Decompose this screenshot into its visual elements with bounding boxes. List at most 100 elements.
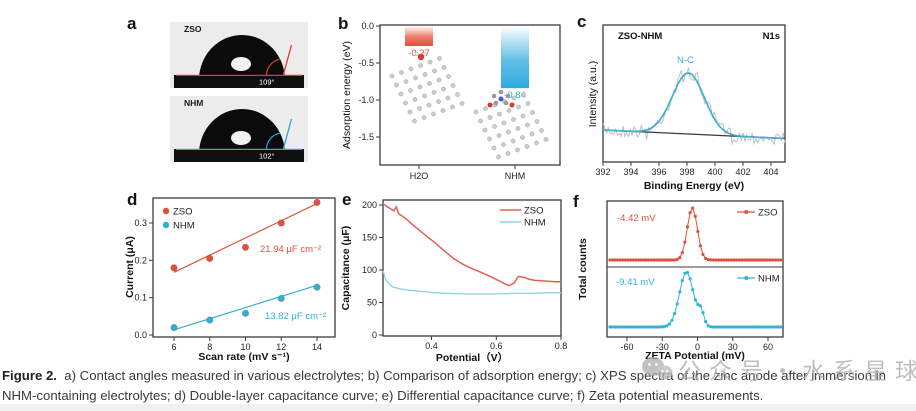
- lattice-atom: [496, 154, 501, 160]
- data-marker: [709, 258, 713, 262]
- y-tick-label: 0: [372, 330, 377, 340]
- panel-f: f -60 -30 0 30 60 ZETA Potential (mV) Total co…: [565, 185, 916, 365]
- data-marker: [760, 258, 765, 262]
- data-point: [241, 243, 250, 251]
- lattice-atom: [483, 106, 488, 111]
- lattice-atom: [482, 127, 488, 133]
- data-marker: [636, 325, 640, 329]
- data-marker: [683, 271, 687, 275]
- lattice-atom: [399, 70, 404, 75]
- lattice-atom: [431, 111, 436, 117]
- n-atom: [498, 96, 504, 102]
- lattice-atom: [450, 104, 455, 110]
- lattice-atom: [525, 122, 530, 128]
- data-marker: [768, 325, 772, 329]
- data-marker: [634, 258, 638, 262]
- lattice-atom: [427, 81, 432, 86]
- data-marker: [631, 325, 635, 329]
- x-tick-label: -60: [620, 342, 633, 352]
- x-tick-label: -30: [656, 342, 669, 352]
- data-marker: [673, 312, 677, 316]
- y-tick-label: 0.1: [134, 293, 147, 303]
- data-marker: [709, 325, 713, 329]
- data-marker: [763, 325, 767, 329]
- y-tick-label: 0.3: [134, 218, 147, 228]
- lattice-atom: [505, 151, 511, 156]
- data-point: [277, 219, 285, 227]
- data-marker: [758, 258, 762, 262]
- tangent-line: [282, 118, 293, 151]
- lattice-atom: [511, 95, 517, 101]
- data-marker: [634, 325, 638, 329]
- legend-label: ZSO: [758, 208, 778, 219]
- o-atom: [509, 102, 515, 108]
- data-marker: [771, 325, 775, 329]
- y-tick-label: -1.0: [358, 95, 374, 105]
- data-marker: [685, 225, 690, 229]
- panel-b: b 0.0 -0.5 -1.0 -1.5 Adsorption energy (eV) -…: [330, 8, 575, 193]
- data-marker: [724, 325, 728, 329]
- legend-label: NHM: [758, 274, 780, 285]
- data-marker: [685, 271, 690, 275]
- data-marker: [667, 322, 671, 326]
- angle-arc: [265, 132, 280, 150]
- lattice-atom: [398, 91, 404, 97]
- x-axis-title: Scan rate (mV s⁻¹): [198, 351, 289, 363]
- data-marker: [704, 320, 708, 324]
- data-point: [313, 283, 321, 291]
- contact-angle-nhm-image: 102° NHM: [170, 96, 308, 162]
- y-axis-title: Total counts: [577, 238, 589, 300]
- lattice-atom: [389, 73, 395, 79]
- data-marker: [698, 304, 702, 308]
- bar-value-label: -0.84: [504, 90, 526, 101]
- data-marker: [771, 258, 775, 262]
- lattice-atom: [432, 68, 437, 74]
- zeta-potential-chart: -60 -30 0 30 60 ZETA Potential (mV) Total coun…: [577, 200, 784, 362]
- data-marker: [719, 325, 723, 329]
- lattice-atom: [412, 118, 417, 124]
- data-marker: [649, 325, 653, 329]
- data-marker: [773, 325, 777, 329]
- c-atom: [503, 100, 509, 106]
- data-marker: [623, 258, 628, 262]
- fit-line: [173, 284, 318, 331]
- legend-label: NHM: [173, 221, 195, 232]
- h-atom: [423, 52, 427, 56]
- data-marker: [636, 258, 640, 262]
- peak-value-annotation: -4.42 mV: [617, 213, 656, 224]
- lattice-atom: [418, 63, 423, 68]
- lattice-atom: [440, 108, 446, 113]
- plot-box: [602, 24, 786, 163]
- orbital-annotation: N1s: [763, 31, 780, 42]
- data-marker: [610, 325, 615, 329]
- droplet-highlight: [231, 131, 251, 145]
- sample-name: ZSO: [184, 24, 202, 34]
- data-marker: [737, 258, 741, 262]
- differential-capacitance-chart: 0.4 0.6 0.8 0 50 100 150 200 Potential（V） Capacit…: [340, 199, 567, 364]
- data-marker: [706, 324, 710, 328]
- data-marker: [701, 252, 705, 257]
- data-marker: [662, 258, 666, 262]
- o-atom: [417, 53, 425, 61]
- data-point: [170, 264, 178, 272]
- data-marker: [735, 325, 739, 329]
- y-tick-label: 50: [367, 298, 377, 308]
- lattice-atom: [534, 119, 540, 124]
- y-tick-label: -0.5: [358, 58, 374, 68]
- data-marker: [729, 325, 734, 329]
- fit-peak-line: [602, 72, 784, 140]
- data-marker: [616, 258, 620, 262]
- lattice-atom: [431, 90, 437, 95]
- lattice-atom: [445, 95, 451, 101]
- data-marker: [652, 258, 656, 262]
- y-tick-label: 0.2: [134, 255, 147, 265]
- lattice-atom: [539, 128, 544, 133]
- data-marker: [631, 258, 635, 262]
- data-marker: [644, 325, 648, 329]
- double-layer-capacitance-chart: 6 8 10 12 14 0.0 0.1 0.2 0.3 Scan rate (mV s⁻¹) Cu…: [124, 197, 336, 363]
- lattice-atom: [543, 137, 549, 142]
- data-marker: [735, 258, 739, 262]
- lattice-atom: [534, 140, 539, 146]
- data-marker: [760, 325, 765, 329]
- data-marker: [742, 258, 746, 262]
